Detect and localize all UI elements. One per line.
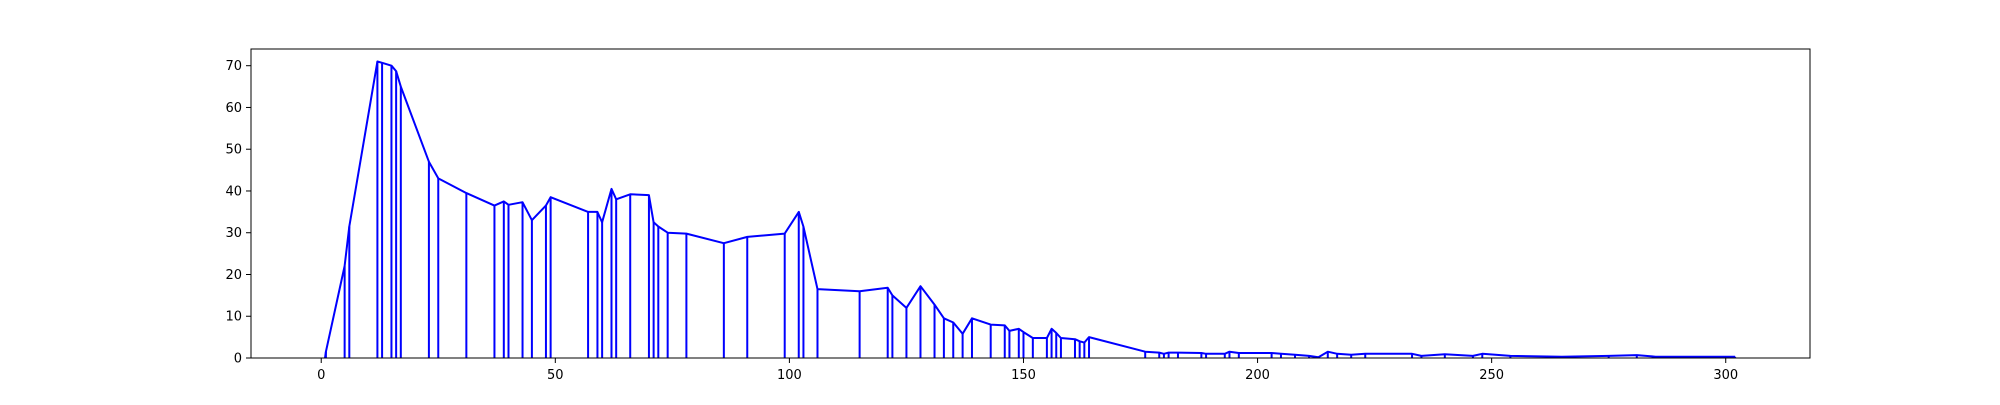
y-tick-label: 40: [225, 184, 242, 199]
y-tick-label: 30: [225, 226, 242, 241]
y-tick-label: 10: [225, 310, 242, 325]
y-tick-label: 50: [225, 143, 242, 158]
x-tick-label: 100: [777, 368, 802, 383]
drop-lines: [324, 61, 1737, 358]
y-axis: 0 10 20 30 40 50 60 70: [225, 59, 251, 367]
series-line: [324, 60, 1736, 359]
y-tick-label: 0: [234, 352, 242, 367]
x-tick-label: 300: [1713, 368, 1738, 383]
x-tick-label: 50: [547, 368, 564, 383]
x-axis: 0 50 100 150 200 250 300: [317, 358, 1738, 383]
series-layer: [324, 60, 1736, 359]
x-tick-label: 200: [1245, 368, 1270, 383]
y-tick-label: 20: [225, 268, 242, 283]
x-tick-label: 0: [317, 368, 325, 383]
x-tick-label: 250: [1479, 368, 1504, 383]
y-tick-label: 60: [225, 101, 242, 116]
y-tick-label: 70: [225, 59, 242, 74]
plot-frame: [250, 48, 1811, 359]
x-tick-label: 150: [1011, 368, 1036, 383]
